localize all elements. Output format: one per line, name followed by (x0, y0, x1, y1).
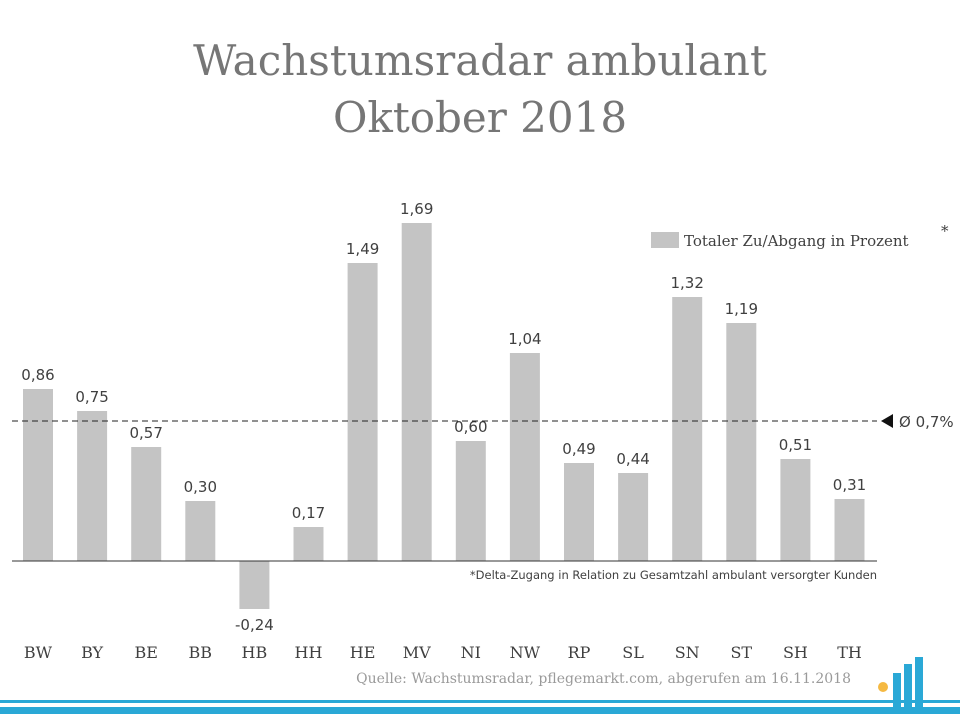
bar-rp (564, 463, 594, 561)
category-label-th: TH (837, 643, 862, 662)
category-label-bw: BW (24, 643, 53, 662)
chart-title-line2: Oktober 2018 (332, 93, 628, 142)
value-label-he: 1,49 (346, 240, 379, 258)
category-label-ni: NI (461, 643, 481, 662)
category-label-hh: HH (295, 643, 323, 662)
value-label-mv: 1,69 (400, 200, 433, 218)
value-label-sh: 0,51 (779, 436, 812, 454)
value-label-nw: 1,04 (508, 330, 541, 348)
value-label-bw: 0,86 (21, 366, 54, 384)
category-label-hb: HB (242, 643, 268, 662)
bar-be (131, 447, 162, 561)
value-label-th: 0,31 (833, 476, 866, 494)
value-label-ni: 0,60 (454, 418, 487, 436)
value-label-bb: 0,30 (184, 478, 217, 496)
bar-sn (672, 297, 703, 561)
category-label-by: BY (81, 643, 103, 662)
footnote: *Delta-Zugang in Relation zu Gesamtzahl … (470, 568, 877, 582)
bar-th (834, 499, 865, 561)
category-label-sl: SL (622, 643, 644, 662)
category-label-rp: RP (568, 643, 591, 662)
bar-bw (23, 389, 53, 561)
bar-nw (509, 353, 540, 561)
legend: Totaler Zu/Abgang in Prozent * (651, 222, 949, 250)
bar-sl (618, 473, 649, 561)
bar-mv (401, 223, 432, 561)
bar-hb (239, 561, 270, 609)
chart-title-line1: Wachstumsradar ambulant (193, 36, 767, 85)
legend-swatch (651, 232, 679, 248)
bars-group: 0,86 BW 0,75 BY 0,57 BE 0,30 BB -0,24 HB 0,17 HH 1,4… (12, 200, 877, 662)
brand-logo (0, 657, 960, 714)
category-label-be: BE (134, 643, 157, 662)
value-label-be: 0,57 (129, 424, 162, 442)
value-label-hb: -0,24 (235, 616, 274, 634)
value-label-sl: 0,44 (616, 450, 649, 468)
bar-he (347, 263, 378, 561)
category-label-mv: MV (403, 643, 431, 662)
legend-asterisk: * (941, 222, 949, 240)
category-label-bb: BB (189, 643, 213, 662)
bar-sh (780, 459, 811, 561)
value-label-st: 1,19 (725, 300, 758, 318)
bar-hh (293, 527, 324, 561)
value-label-by: 0,75 (75, 388, 108, 406)
bar-bb (185, 501, 216, 561)
bar-ni (455, 441, 486, 561)
bar-by (77, 411, 108, 561)
category-label-sn: SN (675, 643, 700, 662)
bar-st (726, 323, 757, 561)
category-label-sh: SH (783, 643, 808, 662)
source-note: Quelle: Wachstumsradar, pflegemarkt.com,… (356, 671, 851, 687)
category-label-nw: NW (510, 643, 541, 662)
value-label-rp: 0,49 (562, 440, 595, 458)
average-line-group: Ø 0,7% (12, 413, 954, 431)
category-label-he: HE (350, 643, 376, 662)
legend-label: Totaler Zu/Abgang in Prozent (684, 232, 909, 250)
category-label-st: ST (730, 643, 752, 662)
average-label: Ø 0,7% (899, 413, 954, 431)
average-marker-icon (881, 414, 893, 428)
value-label-sn: 1,32 (670, 274, 703, 292)
value-label-hh: 0,17 (292, 504, 325, 522)
